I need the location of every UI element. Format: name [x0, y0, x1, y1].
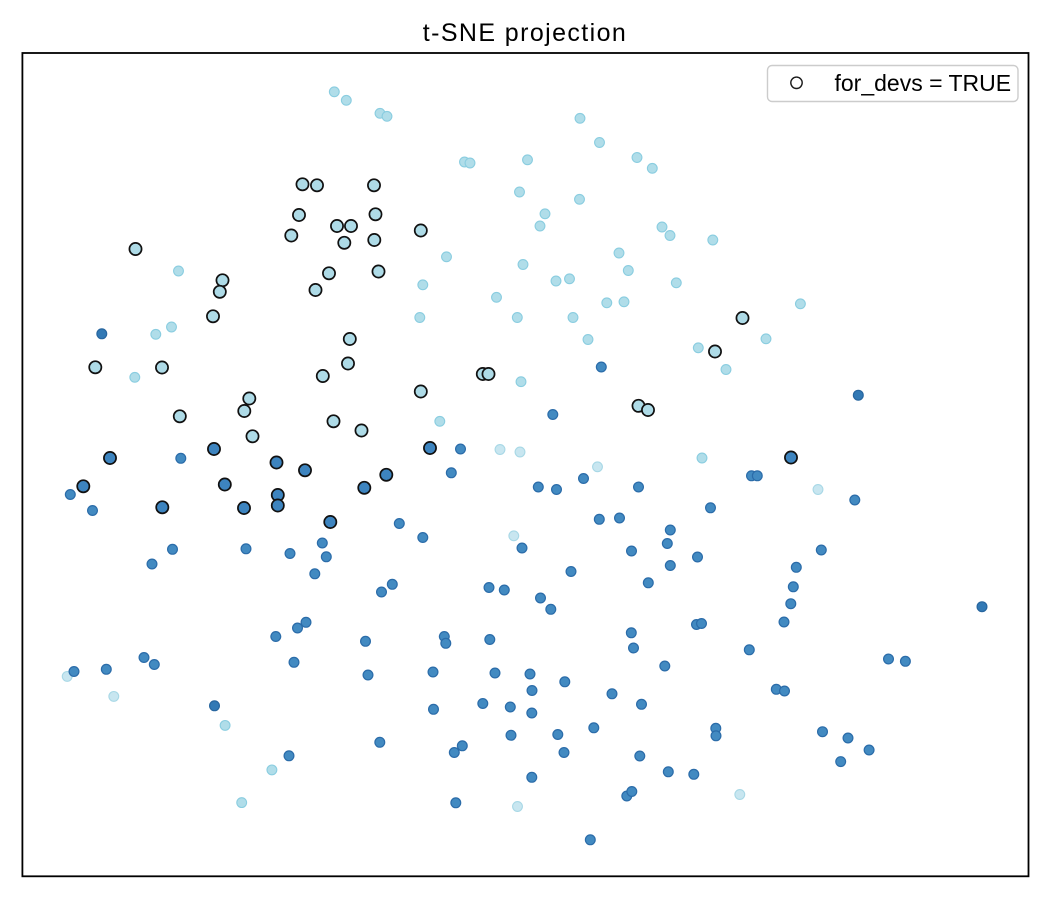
svg-text:t-SNE projection: t-SNE projection: [423, 19, 627, 47]
svg-text:for_devs = TRUE: for_devs = TRUE: [835, 70, 1012, 96]
